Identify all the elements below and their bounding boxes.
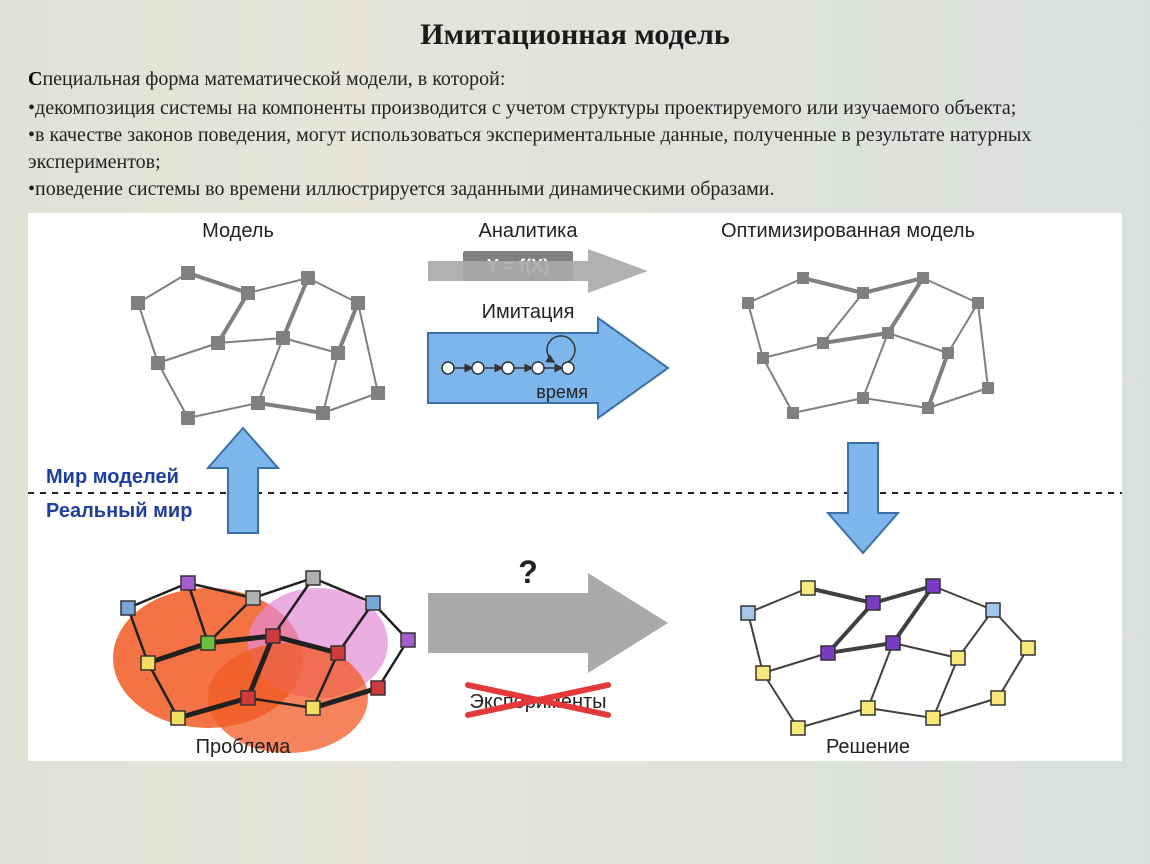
solution-network (741, 579, 1035, 735)
bullet-3-text: поведение системы во времени иллюстрируе… (35, 178, 774, 200)
model-network (131, 266, 385, 425)
optimized-network (742, 272, 994, 419)
diagram-svg: Мир моделей Реальный мир Модель Аналитик… (28, 213, 1122, 761)
experiments-crossed: Эксперименты (468, 685, 608, 715)
body-text: Специальная форма математической модели,… (28, 66, 1122, 203)
slide: Имитационная модель Специальная форма ма… (0, 0, 1150, 761)
intro-capital: С (28, 68, 42, 90)
bullet-1-text: декомпозиция системы на компоненты произ… (35, 97, 1016, 119)
intro-rest: пециальная форма математической модели, … (42, 68, 505, 90)
up-arrow (208, 428, 278, 533)
model-label: Модель (202, 220, 274, 242)
problem-label: Проблема (196, 736, 292, 758)
analytics-label: Аналитика (479, 220, 579, 242)
bullet-1: •декомпозиция системы на компоненты прои… (28, 95, 1122, 122)
analytics-arrow: Y = f(X) (428, 249, 648, 293)
diagram-panel: Мир моделей Реальный мир Модель Аналитик… (28, 213, 1122, 761)
world-models-label: Мир моделей (46, 466, 179, 488)
optimized-label: Оптимизированная модель (721, 220, 975, 242)
down-arrow (828, 443, 898, 553)
bullet-3: •поведение системы во времени иллюстриру… (28, 176, 1122, 203)
problem-network (113, 571, 415, 753)
solution-label: Решение (826, 736, 910, 758)
real-world-label: Реальный мир (46, 500, 192, 522)
slide-title: Имитационная модель (28, 18, 1122, 52)
time-label: время (536, 382, 588, 402)
bullet-2: •в качестве законов поведения, могут исп… (28, 122, 1122, 176)
bullet-2-text: в качестве законов поведения, могут испо… (28, 124, 1031, 173)
intro-line: Специальная форма математической модели,… (28, 66, 1122, 93)
question-mark: ? (518, 554, 538, 590)
question-arrow: ? (428, 554, 668, 673)
simulation-arrow: время (428, 318, 668, 418)
simulation-label: Имитация (482, 301, 575, 323)
